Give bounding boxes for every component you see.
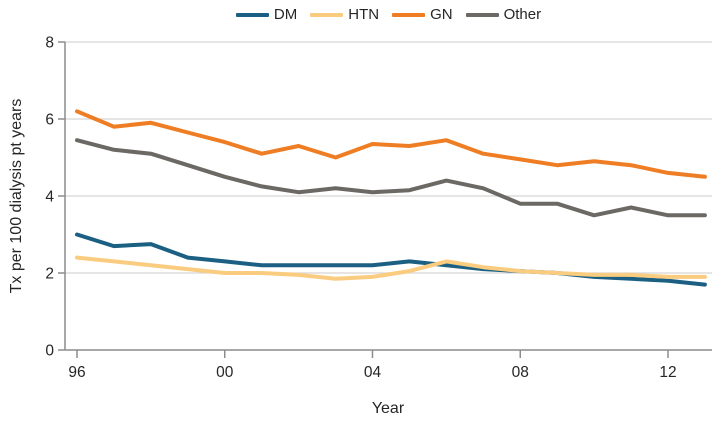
- legend-item-dm: DM: [235, 6, 298, 23]
- x-tick-label: 08: [512, 364, 529, 381]
- legend-label-dm: DM: [273, 6, 298, 23]
- legend-swatch-other-icon: [465, 12, 499, 17]
- series-line-other: [75, 138, 707, 218]
- legend-label-other: Other: [503, 6, 542, 23]
- y-tick-label: 6: [45, 112, 54, 129]
- y-tick-label: 8: [45, 35, 54, 52]
- series-line-htn: [75, 255, 707, 281]
- legend: DM HTN GN Other: [65, 7, 712, 22]
- y-axis-title: Tx per 100 dialysis pt years: [8, 99, 25, 294]
- legend-label-gn: GN: [430, 6, 453, 23]
- legend-item-other: Other: [465, 6, 542, 23]
- legend-label-htn: HTN: [348, 6, 380, 23]
- y-tick-label: 0: [45, 343, 54, 360]
- x-tick-label: 04: [364, 364, 382, 381]
- legend-swatch-htn-icon: [310, 12, 344, 17]
- x-tick-label: 96: [68, 364, 85, 381]
- x-tick-label: 00: [216, 364, 234, 381]
- x-axis-title: Year: [372, 400, 405, 417]
- series-line-gn: [75, 109, 707, 179]
- y-tick-label: 2: [45, 266, 54, 283]
- legend-swatch-gn-icon: [392, 12, 426, 17]
- x-tick-label: 12: [659, 364, 676, 381]
- series-line-dm: [75, 232, 707, 287]
- legend-item-gn: GN: [392, 7, 453, 22]
- legend-item-htn: HTN: [310, 7, 379, 22]
- legend-swatch-dm-icon: [235, 12, 269, 17]
- y-tick-label: 4: [45, 189, 54, 206]
